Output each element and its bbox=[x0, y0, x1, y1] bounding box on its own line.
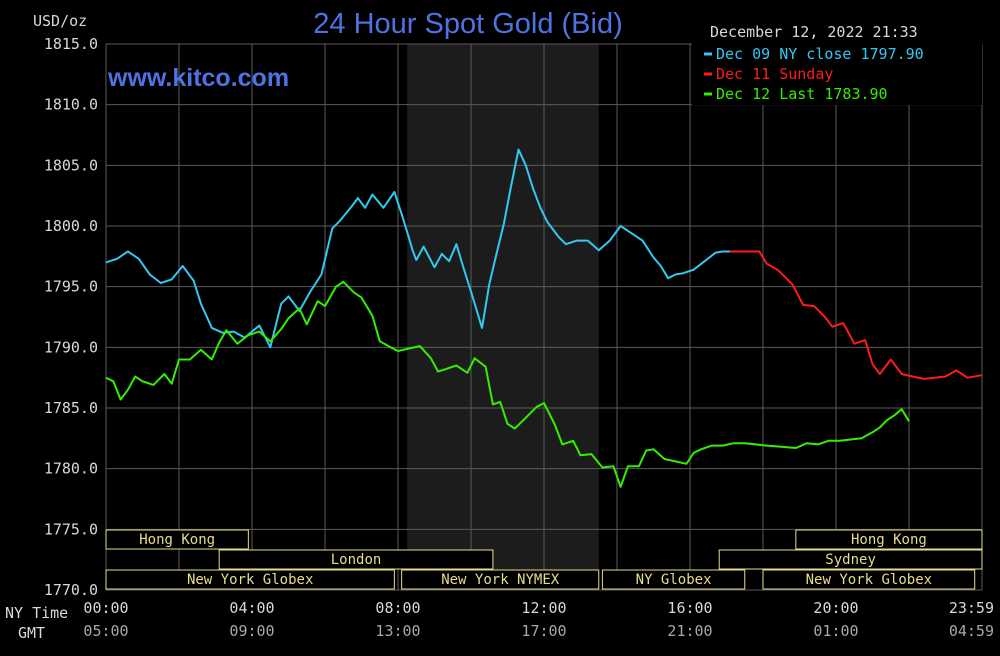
ny-time-label: NY Time bbox=[5, 604, 68, 622]
x-tick-label-gmt: 09:00 bbox=[229, 622, 274, 640]
legend-entry: Dec 12 Last 1783.90 bbox=[716, 85, 888, 103]
x-tick-label-ny: 04:00 bbox=[229, 599, 274, 617]
series-line-2 bbox=[730, 250, 983, 380]
session-bar bbox=[718, 549, 983, 570]
timestamp: December 12, 2022 21:33 bbox=[710, 23, 918, 41]
x-tick-label-ny: 12:00 bbox=[521, 599, 566, 617]
session-new-york-nymex: New York NYMEX bbox=[401, 569, 600, 590]
x-tick-label-gmt: 21:00 bbox=[667, 622, 712, 640]
x-tick-label-ny: 16:00 bbox=[667, 599, 712, 617]
session-hong-kong: Hong Kong bbox=[105, 529, 249, 550]
gmt-label: GMT bbox=[18, 624, 45, 642]
session-bar bbox=[105, 569, 395, 590]
x-tick-label-gmt: 05:00 bbox=[83, 622, 128, 640]
series-line-1 bbox=[105, 148, 731, 349]
session-bar bbox=[105, 529, 249, 550]
y-tick-label: 1800.0 bbox=[44, 217, 98, 235]
x-tick-label-gmt: 17:00 bbox=[521, 622, 566, 640]
x-tick-label-ny: 08:00 bbox=[375, 599, 420, 617]
session-ny-globex: NY Globex bbox=[601, 569, 746, 590]
y-tick-label: 1785.0 bbox=[44, 399, 98, 417]
legend-entry: Dec 11 Sunday bbox=[716, 65, 833, 83]
legend: Dec 09 NY close 1797.90 Dec 11 Sunday Dec … bbox=[692, 41, 982, 105]
session-label: Hong Kong bbox=[139, 532, 215, 548]
session-bar bbox=[401, 569, 600, 590]
session-london: London bbox=[218, 549, 494, 570]
website-label: www.kitco.com bbox=[107, 64, 289, 92]
grid-lines bbox=[105, 43, 983, 591]
session-label: New York Globex bbox=[806, 572, 932, 588]
y-tick-label: 1795.0 bbox=[44, 278, 98, 296]
session-bar bbox=[218, 549, 494, 570]
series-line-3 bbox=[105, 280, 910, 488]
session-label: New York NYMEX bbox=[441, 572, 560, 588]
legend-box bbox=[692, 41, 982, 105]
x-tick-label-gmt: 13:00 bbox=[375, 622, 420, 640]
x-tick-label-ny: 20:00 bbox=[813, 599, 858, 617]
session-label: NY Globex bbox=[636, 572, 712, 588]
session-bar bbox=[762, 569, 976, 590]
session-new-york-globex: New York Globex bbox=[105, 569, 395, 590]
session-hong-kong: Hong Kong bbox=[795, 529, 983, 550]
unit-label: USD/oz bbox=[33, 12, 87, 30]
y-tick-label: 1780.0 bbox=[44, 460, 98, 478]
session-bar bbox=[601, 569, 746, 590]
session-label: Sydney bbox=[825, 552, 876, 568]
chart-title: 24 Hour Spot Gold (Bid) bbox=[313, 8, 622, 40]
session-sydney: Sydney bbox=[718, 549, 983, 570]
session-new-york-globex: New York Globex bbox=[762, 569, 976, 590]
nymex-shade bbox=[407, 44, 599, 590]
legend-entry: Dec 09 NY close 1797.90 bbox=[716, 45, 924, 63]
session-label: London bbox=[331, 552, 382, 568]
y-tick-labels: 1815.0 1810.0 1805.0 1800.0 1795.0 1790.0 1785… bbox=[44, 35, 98, 599]
y-tick-label: 1790.0 bbox=[44, 338, 98, 356]
y-tick-label: 1775.0 bbox=[44, 520, 98, 538]
price-series bbox=[105, 148, 983, 488]
x-tick-labels: 00:00 05:00 04:00 09:00 08:00 13:00 12:00 17:00… bbox=[83, 599, 994, 640]
x-tick-label-ny: 23:59 bbox=[949, 599, 994, 617]
x-tick-label-gmt: 01:00 bbox=[813, 622, 858, 640]
nymex-shaded-region bbox=[407, 44, 599, 590]
y-tick-label: 1805.0 bbox=[44, 156, 98, 174]
x-tick-label-ny: 00:00 bbox=[83, 599, 128, 617]
y-tick-label: 1810.0 bbox=[44, 96, 98, 114]
y-tick-label: 1770.0 bbox=[44, 581, 98, 599]
session-label: Hong Kong bbox=[851, 532, 927, 548]
x-tick-label-gmt: 04:59 bbox=[949, 622, 994, 640]
session-label: New York Globex bbox=[187, 572, 313, 588]
y-tick-label: 1815.0 bbox=[44, 35, 98, 53]
market-sessions: Hong Kong Hong Kong London Sydney New York G… bbox=[105, 529, 983, 590]
session-bar bbox=[795, 529, 983, 550]
